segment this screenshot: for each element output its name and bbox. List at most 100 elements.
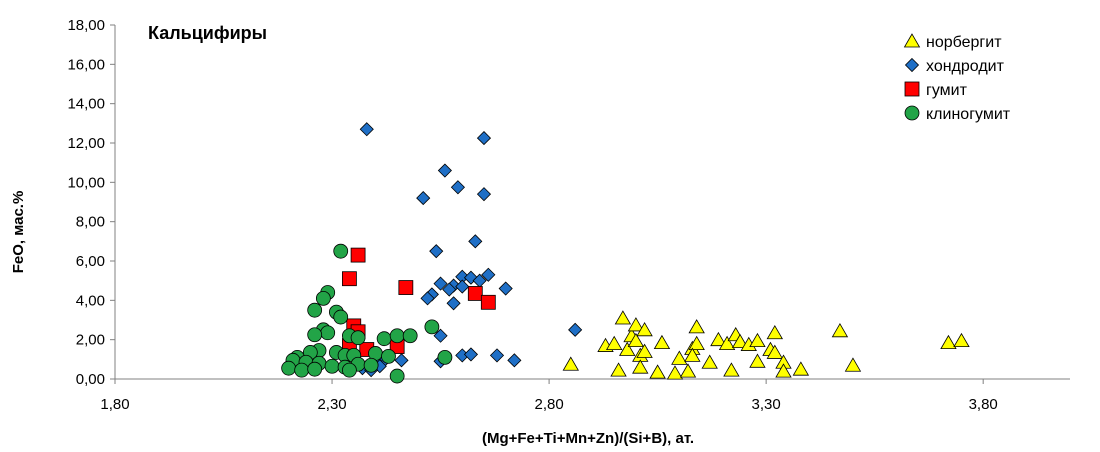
diamond-point xyxy=(450,180,465,195)
diamond-point xyxy=(507,353,522,368)
triangle-point xyxy=(684,347,701,362)
diamond-point xyxy=(476,187,492,202)
y-tick-label: 6,00 xyxy=(76,253,105,270)
x-axis-title: (Mg+Fe+Ti+Mn+Zn)/(Si+B), ат. xyxy=(482,430,694,447)
triangle-point xyxy=(666,365,684,380)
circle-point xyxy=(281,360,297,376)
y-axis-title: FeO, мас.% xyxy=(10,191,27,274)
x-tick-label: 2,30 xyxy=(317,396,346,413)
triangle-point xyxy=(619,341,636,356)
legend-diamond-icon xyxy=(904,57,920,73)
diamond-point xyxy=(498,281,513,296)
circle-point xyxy=(324,358,340,374)
triangle-point xyxy=(775,363,792,378)
triangle-point xyxy=(749,353,766,368)
triangle-point xyxy=(766,344,784,359)
circle-point xyxy=(389,328,405,344)
series-triangle xyxy=(562,310,970,380)
legend-label: гумит xyxy=(926,82,968,99)
legend-square-icon xyxy=(904,81,920,97)
y-axis-ticks: 0,00 2,00 4,00 6,00 8,00 10,00 12,00 14,00 16,00… xyxy=(67,17,115,388)
circle-point xyxy=(376,331,392,347)
circle-point xyxy=(294,362,310,378)
diamond-point xyxy=(429,244,444,259)
diamond-point xyxy=(481,267,496,282)
triangle-point xyxy=(701,354,718,369)
y-tick-label: 16,00 xyxy=(67,56,105,73)
triangle-point xyxy=(606,335,623,351)
triangle-point xyxy=(649,364,666,379)
diamond-point xyxy=(468,234,483,249)
diamond-point xyxy=(420,291,435,306)
diamond-point xyxy=(568,322,583,337)
triangle-point xyxy=(940,334,957,350)
circle-point xyxy=(437,349,453,365)
square-point xyxy=(467,286,483,301)
diamond-point xyxy=(437,163,452,178)
triangle-point xyxy=(718,335,736,351)
triangle-point xyxy=(562,356,579,371)
diamond-point xyxy=(442,282,457,297)
circle-point xyxy=(363,357,379,373)
triangle-point xyxy=(636,343,653,358)
x-tick-label: 3,80 xyxy=(969,396,998,413)
circle-point xyxy=(320,325,336,341)
diamond-point xyxy=(433,328,448,343)
x-tick-label: 3,30 xyxy=(752,396,781,413)
triangle-point xyxy=(653,334,671,350)
data-points xyxy=(281,122,970,384)
triangle-point xyxy=(627,317,645,332)
square-point xyxy=(350,247,366,263)
y-tick-label: 4,00 xyxy=(76,292,105,309)
x-tick-label: 1,80 xyxy=(100,396,129,413)
legend-label: хондродит xyxy=(926,58,1005,75)
square-point xyxy=(342,271,357,287)
triangle-point xyxy=(679,363,697,378)
legend-circle-icon xyxy=(904,105,920,121)
circle-point xyxy=(315,290,331,306)
circle-point xyxy=(333,309,349,325)
diamond-point xyxy=(446,296,461,311)
triangle-point xyxy=(627,332,645,348)
diamond-point xyxy=(476,131,492,146)
y-tick-label: 8,00 xyxy=(76,214,105,231)
y-tick-label: 10,00 xyxy=(67,174,105,191)
legend-label: норбергит xyxy=(926,34,1002,51)
triangle-point xyxy=(610,362,627,377)
triangle-point xyxy=(671,350,688,365)
legend: норбергит хондродит гумит клиногумит xyxy=(903,33,1011,123)
triangle-point xyxy=(688,335,705,351)
circle-point xyxy=(342,362,357,378)
diamond-point xyxy=(433,276,448,291)
legend-label: клиногумит xyxy=(926,106,1011,123)
triangle-point xyxy=(636,322,653,337)
square-point xyxy=(398,280,414,295)
y-tick-label: 12,00 xyxy=(67,135,105,152)
y-tick-label: 18,00 xyxy=(67,17,105,34)
diamond-point xyxy=(463,347,479,362)
triangle-point xyxy=(688,319,705,334)
circle-point xyxy=(350,330,366,346)
diamond-point xyxy=(359,122,374,137)
triangle-point xyxy=(614,310,632,325)
triangle-point xyxy=(792,361,810,376)
legend-triangle-icon xyxy=(903,33,921,48)
circle-point xyxy=(307,327,323,343)
x-axis-ticks: 1,80 2,30 2,80 3,30 3,80 xyxy=(100,379,998,413)
circle-point xyxy=(307,302,323,318)
triangle-point xyxy=(710,331,727,347)
triangle-point xyxy=(731,333,749,349)
diamond-point xyxy=(489,348,505,363)
axes xyxy=(114,25,1070,380)
circle-point xyxy=(307,361,323,377)
series-circle xyxy=(281,243,453,384)
series-diamond xyxy=(355,122,583,378)
diamond-point xyxy=(416,191,431,206)
circle-point xyxy=(381,348,396,364)
circle-point xyxy=(333,243,349,259)
triangle-point xyxy=(953,332,970,348)
y-tick-label: 2,00 xyxy=(76,332,105,349)
triangle-point xyxy=(766,324,784,340)
